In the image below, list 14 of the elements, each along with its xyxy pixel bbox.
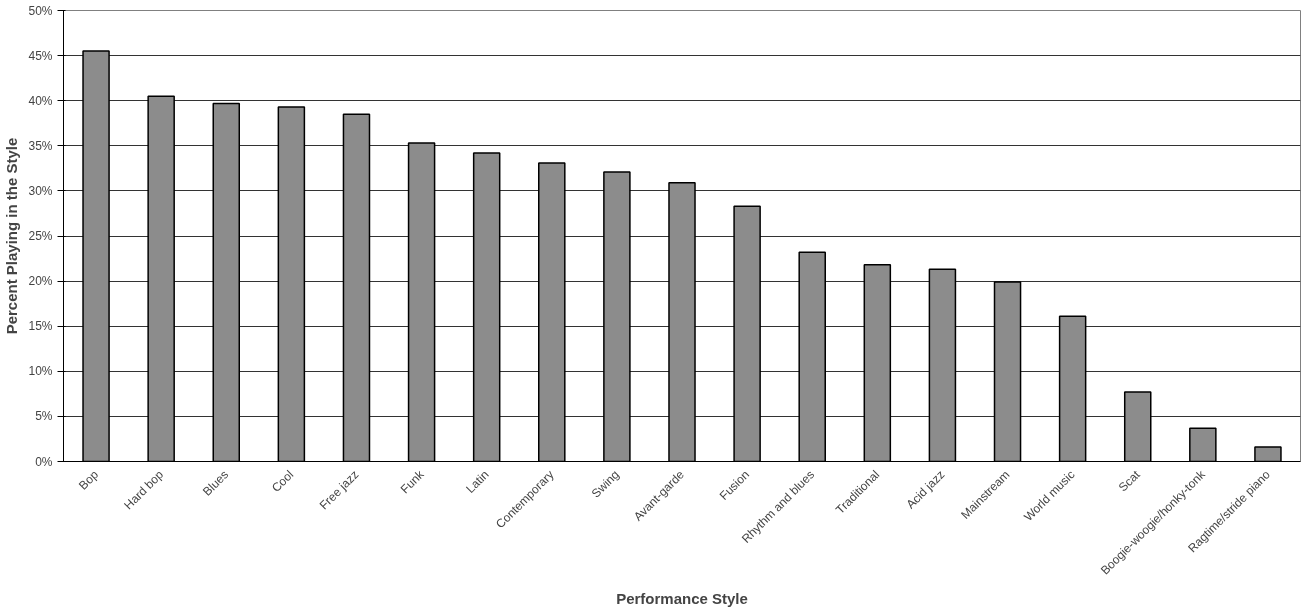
x-axis-title: Performance Style <box>616 590 748 608</box>
y-tick-label: 0% <box>35 454 53 469</box>
y-tick-label: 45% <box>28 48 53 63</box>
y-tick-label: 40% <box>28 93 53 108</box>
y-tick-label: 25% <box>28 229 53 243</box>
y-tick-label: 10% <box>28 364 53 379</box>
y-tick-label: 15% <box>28 319 53 334</box>
y-axis-title: Percent Playing in the Style <box>3 137 21 335</box>
y-tick-label: 5% <box>35 409 53 424</box>
y-tick-label: 35% <box>28 138 53 153</box>
y-tick-label: 30% <box>28 183 53 198</box>
y-tick-label: 50% <box>28 3 53 18</box>
y-tick-label: 20% <box>28 274 53 289</box>
x-tick-label: Bop <box>76 467 102 493</box>
